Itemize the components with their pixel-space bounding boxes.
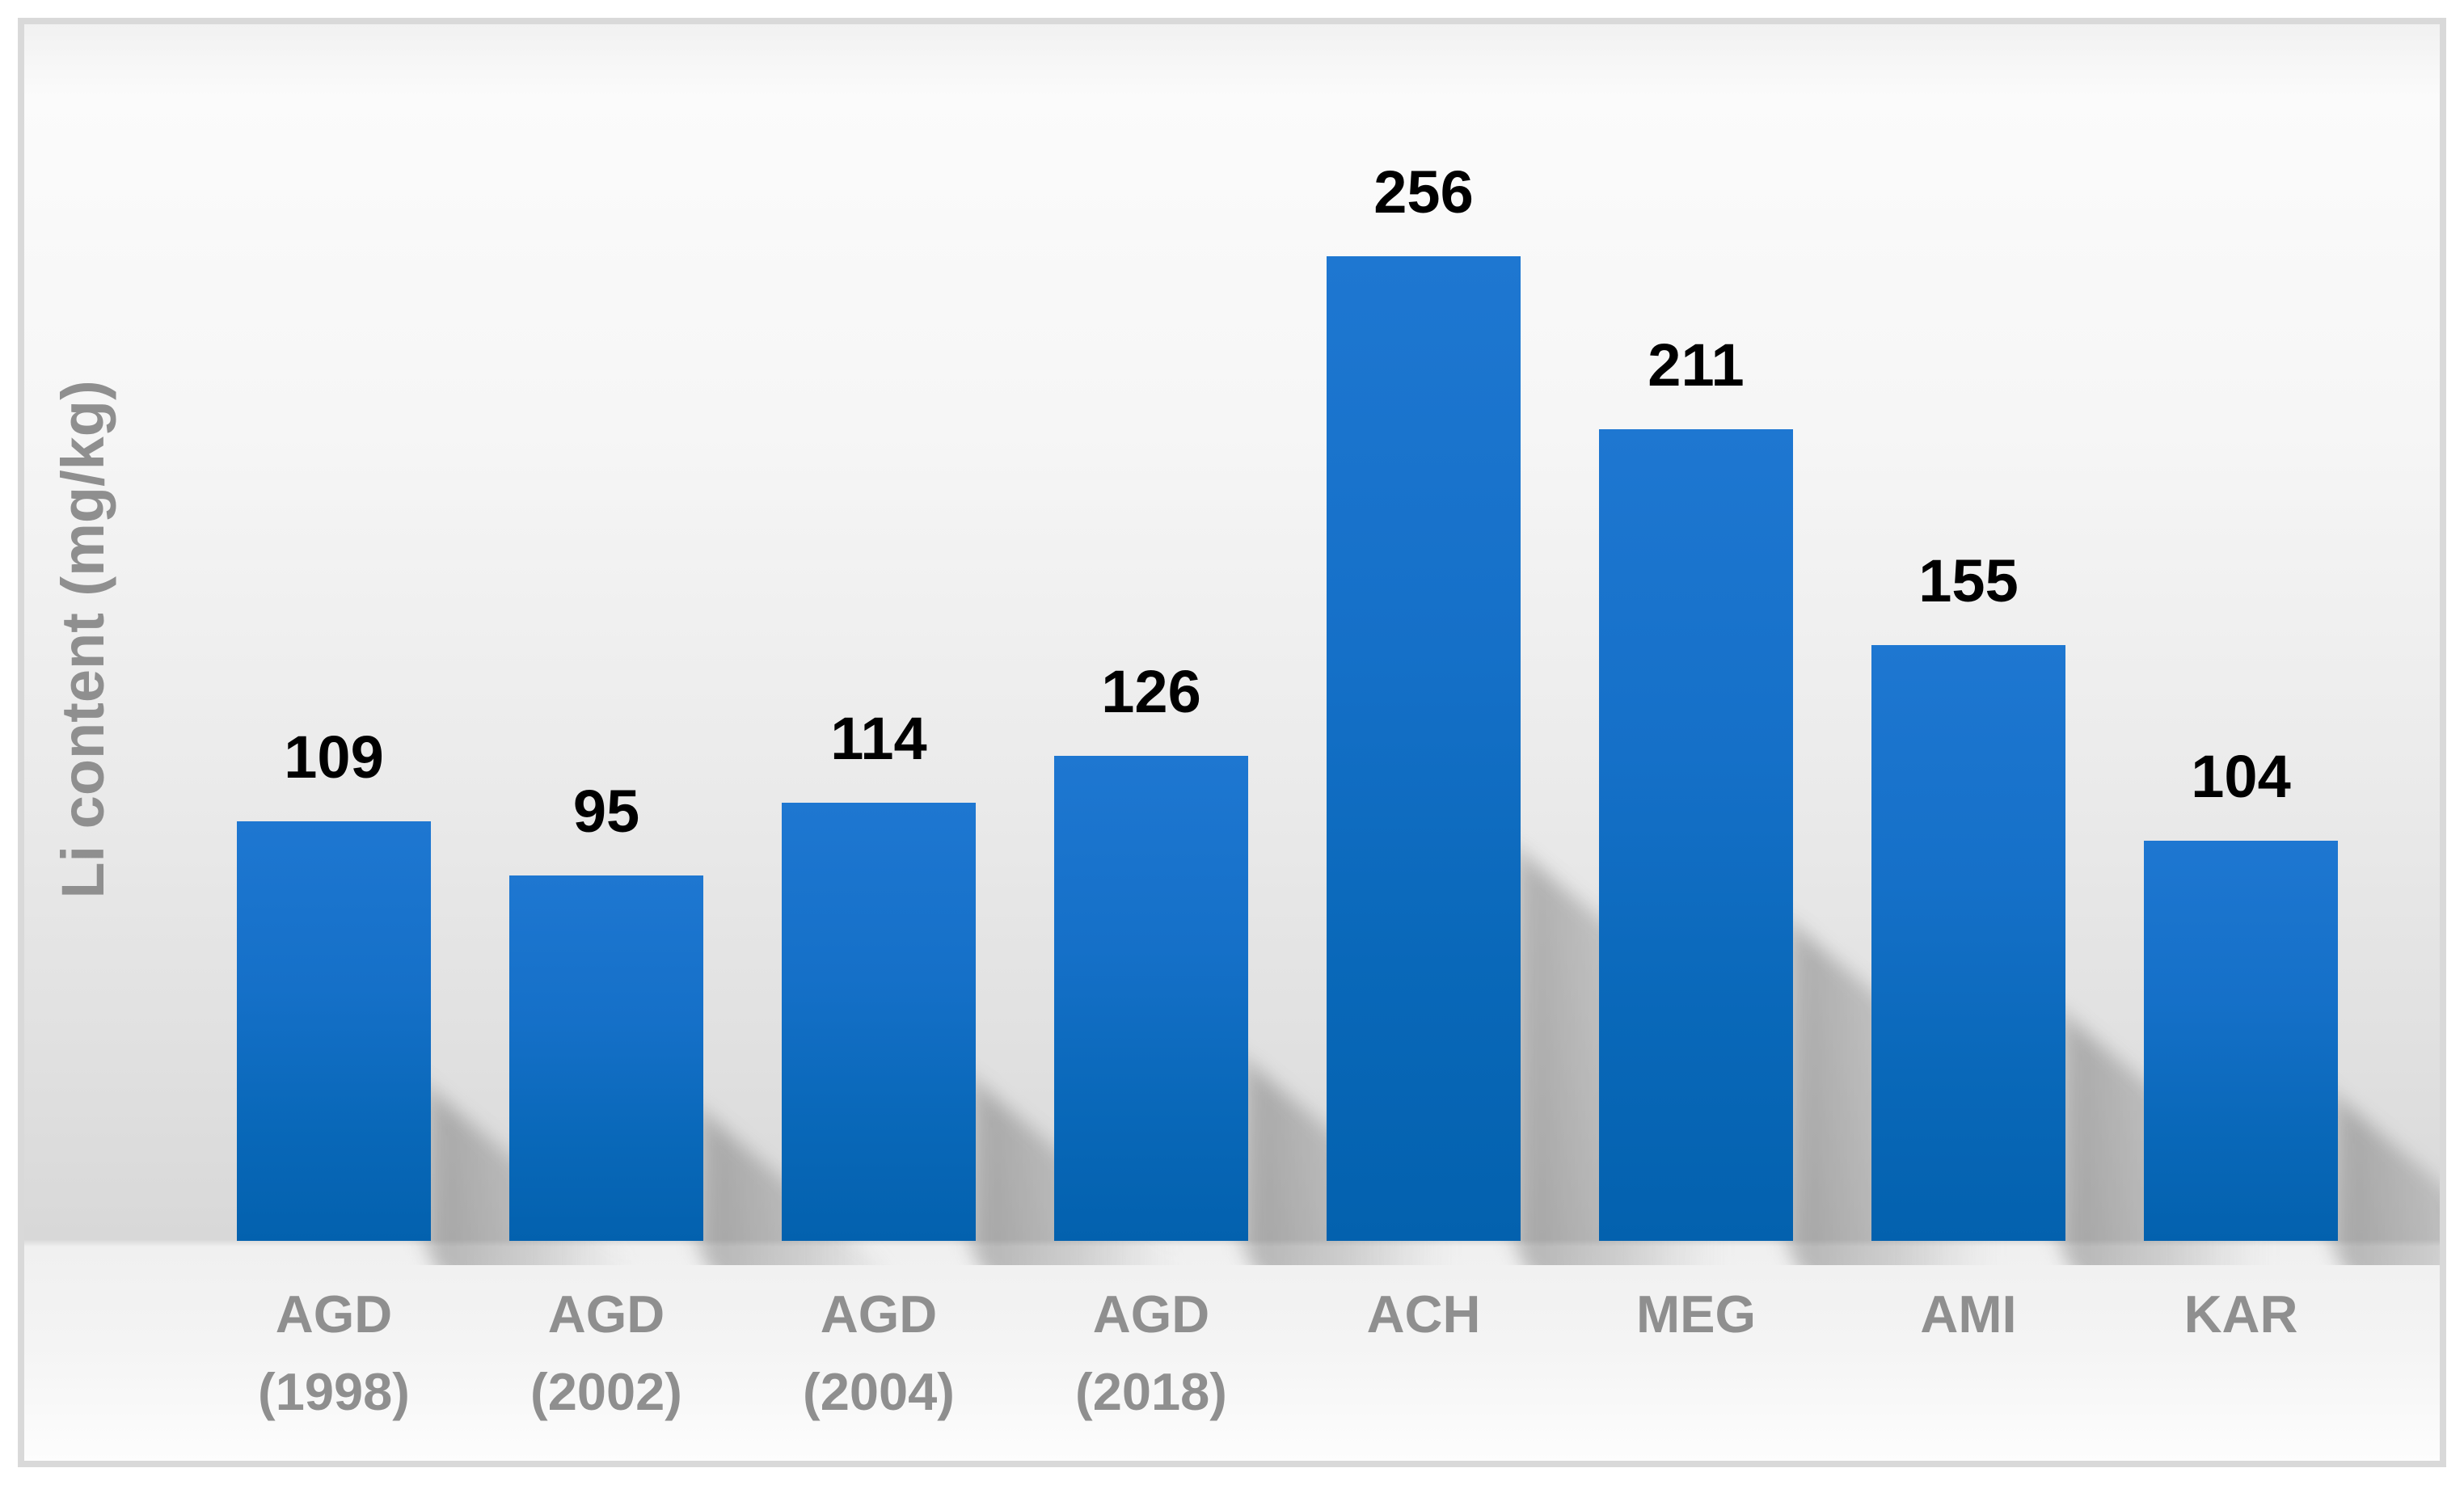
bar [509,875,703,1241]
category-label: AGD (2018) [1054,1276,1248,1431]
bar-value-label: 104 [2191,743,2291,810]
bar-value-label: 256 [1373,158,1474,226]
bar [2144,841,2338,1241]
category-label: AGD (1998) [237,1276,431,1431]
category-year: (1998) [258,1362,410,1422]
category-label: AGD (2002) [509,1276,703,1431]
category-label: ACH [1327,1276,1521,1353]
y-axis-title: Li content (mg/kg) [49,380,116,899]
bar [1327,256,1521,1241]
category-name: ACH [1366,1285,1481,1344]
category-label: AGD (2004) [782,1276,976,1431]
bar-value-label: 211 [1648,331,1745,399]
category-label: AMI [1871,1276,2065,1353]
bar [237,821,431,1241]
bar-slot: 211 [1599,49,1793,1241]
chart-frame: 109 95 114 126 256 211 155 104 AGD (1998) AGD (200… [18,18,2446,1467]
bar-value-label: 109 [284,724,384,791]
category-year: (2018) [1075,1362,1227,1422]
bar [1871,645,2065,1241]
bar-value-label: 114 [830,705,927,772]
bar-slot: 95 [509,49,703,1241]
bar-slot: 126 [1054,49,1248,1241]
bar-slot: 256 [1327,49,1521,1241]
category-year: (2004) [803,1362,955,1422]
bar-slot: 104 [2144,49,2338,1241]
x-axis-labels: AGD (1998) AGD (2002) AGD (2004) AGD (2018) ACH M… [24,1276,2440,1453]
bar-slot: 114 [782,49,976,1241]
category-name: AGD [547,1285,665,1344]
bar-slot: 155 [1871,49,2065,1241]
category-name: AMI [1920,1285,2017,1344]
plot-area: 109 95 114 126 256 211 155 104 [24,24,2440,1265]
bar-value-label: 155 [1918,547,2019,614]
bar-value-label: 126 [1101,658,1201,725]
category-label: KAR [2144,1276,2338,1353]
category-name: AGD [820,1285,938,1344]
bar-slot: 109 [237,49,431,1241]
category-label: MEG [1599,1276,1793,1353]
category-name: MEG [1635,1285,1757,1344]
category-name: AGD [1092,1285,1210,1344]
category-year: (2002) [530,1362,682,1422]
bar [782,803,976,1241]
bar [1054,756,1248,1241]
category-name: AGD [275,1285,393,1344]
category-name: KAR [2183,1285,2298,1344]
bar-value-label: 95 [572,778,640,845]
bar [1599,429,1793,1241]
